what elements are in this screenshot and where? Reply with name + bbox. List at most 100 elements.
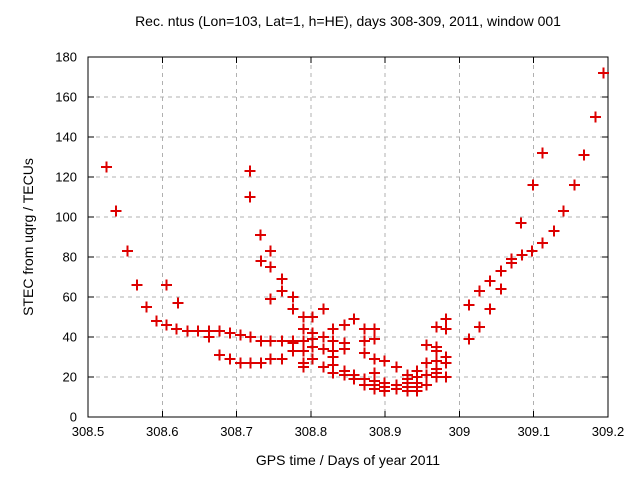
data-point — [430, 345, 442, 357]
data-point — [110, 205, 122, 217]
data-point — [150, 315, 162, 327]
data-point — [306, 341, 318, 353]
x-tick-label: 309.2 — [592, 424, 625, 439]
data-point — [101, 161, 113, 173]
data-point — [287, 303, 299, 315]
data-point — [224, 353, 236, 365]
data-point — [369, 353, 381, 365]
data-point — [505, 257, 517, 269]
data-point — [527, 179, 539, 191]
data-point — [276, 273, 288, 285]
data-point — [306, 311, 318, 323]
data-point — [440, 357, 452, 369]
data-point — [213, 325, 225, 337]
data-point — [484, 303, 496, 315]
data-point — [265, 293, 277, 305]
data-point — [430, 321, 442, 333]
data-point — [255, 357, 267, 369]
data-point — [121, 245, 133, 257]
data-point — [401, 385, 413, 397]
data-point — [440, 313, 452, 325]
data-point — [526, 245, 538, 257]
data-point — [297, 345, 309, 357]
data-point — [537, 147, 549, 159]
data-point — [440, 371, 452, 383]
data-point — [548, 225, 560, 237]
data-point — [390, 361, 402, 373]
data-point — [421, 339, 433, 351]
y-tick-label: 20 — [63, 370, 77, 385]
data-point — [421, 357, 433, 369]
data-point — [348, 373, 360, 385]
data-point — [141, 301, 153, 313]
data-point — [421, 379, 433, 391]
y-tick-label: 160 — [55, 90, 77, 105]
data-point — [515, 217, 527, 229]
data-point — [430, 371, 442, 383]
data-point — [327, 323, 339, 335]
data-point — [234, 329, 246, 341]
data-point — [378, 385, 390, 397]
data-point — [287, 291, 299, 303]
data-point — [463, 333, 475, 345]
data-point — [327, 367, 339, 379]
data-point — [557, 205, 569, 217]
data-point — [589, 111, 601, 123]
data-point — [317, 331, 329, 343]
data-point — [161, 279, 173, 291]
data-point — [244, 165, 256, 177]
x-tick-label: 308.7 — [220, 424, 253, 439]
chart-title: Rec. ntus (Lon=103, Lat=1, h=HE), days 3… — [135, 13, 561, 29]
data-point — [131, 279, 143, 291]
data-point — [170, 323, 182, 335]
data-point — [473, 321, 485, 333]
data-point — [569, 179, 581, 191]
data-point — [224, 327, 236, 339]
data-point — [390, 383, 402, 395]
data-point — [265, 261, 277, 273]
data-point — [578, 149, 590, 161]
data-point — [276, 285, 288, 297]
x-tick-label: 308.9 — [369, 424, 402, 439]
data-point — [358, 323, 370, 335]
data-point — [369, 323, 381, 335]
data-point — [265, 353, 277, 365]
data-point — [265, 245, 277, 257]
y-tick-label: 100 — [55, 210, 77, 225]
data-point — [338, 343, 350, 355]
x-tick-label: 309.1 — [517, 424, 550, 439]
data-point — [234, 357, 246, 369]
y-tick-label: 40 — [63, 330, 77, 345]
data-point — [338, 369, 350, 381]
x-tick-label: 308.6 — [146, 424, 179, 439]
data-point — [369, 333, 381, 345]
y-tick-label: 120 — [55, 170, 77, 185]
x-tick-label: 308.8 — [295, 424, 328, 439]
y-tick-label: 140 — [55, 130, 77, 145]
data-point — [495, 265, 507, 277]
data-point — [378, 355, 390, 367]
data-point — [254, 229, 266, 241]
data-point — [358, 347, 370, 359]
data-point — [463, 299, 475, 311]
data-point — [484, 275, 496, 287]
data-point — [327, 335, 339, 347]
x-tick-label: 309 — [449, 424, 471, 439]
data-point — [516, 249, 528, 261]
data-point — [255, 335, 267, 347]
y-tick-label: 60 — [63, 290, 77, 305]
data-point — [317, 361, 329, 373]
x-axis-label: GPS time / Days of year 2011 — [255, 452, 441, 468]
data-point — [306, 353, 318, 365]
x-tick-label: 308.5 — [72, 424, 105, 439]
data-point — [598, 67, 610, 79]
data-point — [297, 323, 309, 335]
data-point — [245, 331, 257, 343]
y-tick-label: 180 — [55, 50, 77, 65]
data-point — [338, 319, 350, 331]
data-point — [255, 255, 267, 267]
data-point — [369, 383, 381, 395]
data-point — [317, 343, 329, 355]
